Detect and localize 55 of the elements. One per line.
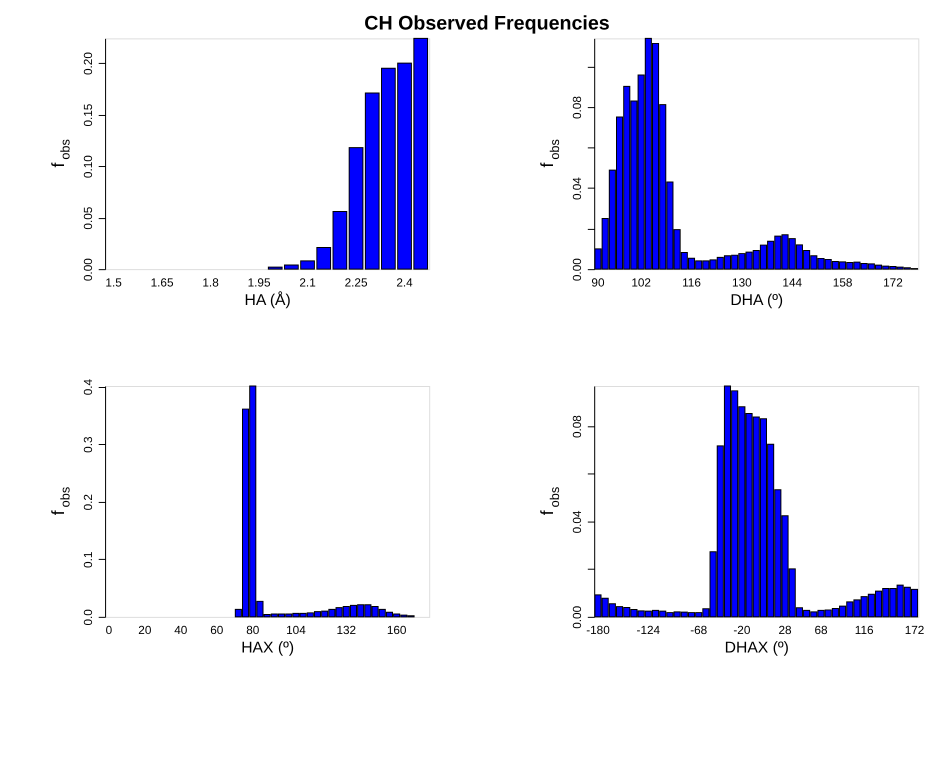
y-tick-label: 0.00 [82, 258, 95, 282]
x-tick-label: 60 [210, 624, 224, 638]
y-tick-label: 0.4 [82, 378, 95, 396]
x-tick-label: 90 [591, 276, 605, 290]
y-tick-label: 0.15 [82, 103, 95, 127]
x-tick-label: 20 [138, 624, 152, 638]
x-axis-title: DHA (º) [730, 292, 784, 310]
x-tick-label: 160 [386, 624, 407, 638]
x-axis-title: HA (Å) [244, 291, 291, 310]
x-tick-label: 68 [814, 624, 828, 638]
x-tick-label: 1.95 [248, 276, 271, 290]
x-tick-label: 104 [286, 624, 306, 638]
x-tick-label: 2.1 [299, 276, 316, 290]
x-tick-label: -20 [733, 624, 751, 638]
y-tick-label: 0.05 [82, 206, 95, 230]
x-tick-label: 158 [832, 276, 853, 290]
x-tick-label: 102 [631, 276, 651, 290]
y-tick-label: 0.00 [570, 258, 584, 282]
y-tick-label: 0.00 [570, 605, 584, 629]
x-axis-title: DHAX (º) [724, 640, 789, 657]
x-tick-label: 130 [732, 276, 752, 290]
x-tick-label: -180 [586, 624, 610, 638]
y-axis-title: fobs [48, 486, 73, 516]
y-tick-label: 0.04 [570, 510, 584, 534]
y-tick-label: 0.3 [82, 436, 95, 453]
y-tick-label: 0.20 [82, 52, 95, 76]
y-axis-title: fobs [48, 139, 73, 168]
x-tick-label: -124 [636, 624, 661, 638]
x-tick-label: -68 [690, 624, 708, 638]
y-tick-label: 0.08 [570, 414, 584, 438]
x-tick-label: 80 [246, 624, 260, 638]
x-tick-label: 2.4 [396, 276, 414, 290]
x-tick-label: 172 [904, 624, 924, 638]
y-tick-label: 0.10 [82, 154, 95, 178]
y-axis-title: fobs [536, 139, 562, 168]
x-tick-label: 40 [174, 624, 188, 638]
y-tick-label: 0.1 [82, 552, 95, 568]
y-tick-label: 0.04 [570, 176, 584, 200]
x-tick-label: 2.25 [344, 276, 368, 290]
x-tick-label: 0 [106, 624, 113, 638]
x-tick-label: 28 [778, 624, 792, 638]
x-tick-label: 116 [682, 276, 702, 290]
x-tick-label: 1.65 [150, 276, 174, 290]
x-tick-label: 172 [883, 276, 903, 290]
x-tick-label: 132 [336, 624, 356, 638]
x-tick-label: 116 [854, 624, 874, 638]
x-axis-title: HAX (º) [241, 640, 294, 657]
x-tick-label: 1.8 [202, 276, 220, 290]
text: CH Observed Frequencies [364, 12, 610, 35]
y-tick-label: 0.0 [82, 608, 95, 626]
x-tick-label: 144 [782, 276, 802, 290]
x-tick-label: 1.5 [105, 276, 122, 290]
y-tick-label: 0.08 [570, 96, 584, 120]
y-tick-label: 0.2 [82, 494, 95, 510]
y-axis-title: fobs [536, 486, 562, 516]
